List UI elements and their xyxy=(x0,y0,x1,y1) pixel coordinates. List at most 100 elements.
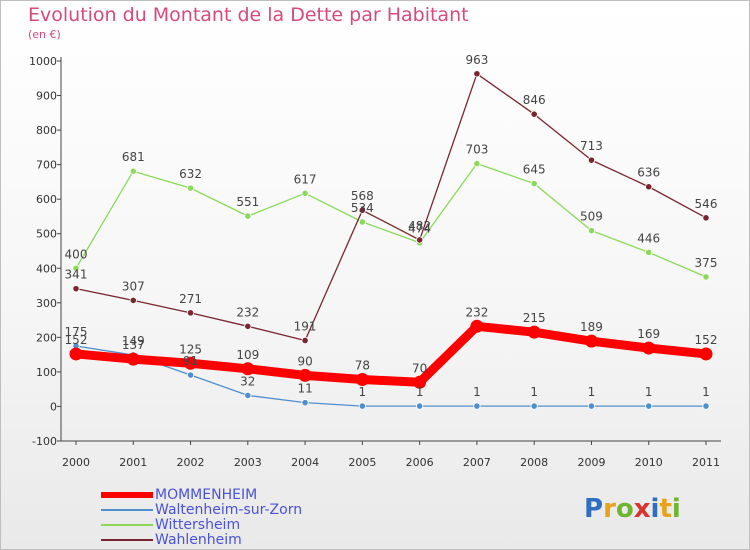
series-3-label-2: 681 xyxy=(122,150,145,164)
x-tick-label-3: 2002 xyxy=(177,456,205,469)
series-4-point-11 xyxy=(645,183,653,191)
series-line-3 xyxy=(75,162,707,278)
proxiti-logo: Proxiti xyxy=(584,494,681,524)
series-3-point-1 xyxy=(72,264,80,272)
y-tick-label-2: 0 xyxy=(50,400,57,413)
series-4-label-2: 307 xyxy=(122,279,145,293)
series-3-label-7: 474 xyxy=(408,222,431,236)
series-4-label-10: 713 xyxy=(580,139,603,153)
y-tick-label-3: 100 xyxy=(36,366,57,379)
y-tick-label-10: 800 xyxy=(36,124,57,137)
series-2-point-10 xyxy=(587,402,596,410)
series-2-label-12: 1 xyxy=(702,385,710,399)
series-2-label-8: 1 xyxy=(473,385,481,399)
y-tick-label-5: 300 xyxy=(36,297,57,310)
x-tick-label-5: 2004 xyxy=(291,456,319,469)
x-tick-label-6: 2005 xyxy=(348,456,376,469)
series-2-label-11: 1 xyxy=(645,385,653,399)
y-tick-label-8: 600 xyxy=(36,193,57,206)
legend-item-4: Wahlenheim xyxy=(101,531,242,548)
series-1-label-10: 189 xyxy=(580,320,603,334)
series-line-1 xyxy=(71,321,711,387)
series-1-label-5: 90 xyxy=(297,354,312,368)
series-4-label-11: 636 xyxy=(637,166,660,180)
series-4-point-6 xyxy=(358,206,366,214)
series-2-label-3: 91 xyxy=(183,354,198,368)
series-2-label-4: 32 xyxy=(240,374,255,388)
series-2-point-4 xyxy=(244,391,252,399)
series-1-point-3 xyxy=(184,356,198,370)
series-3-label-1: 400 xyxy=(65,247,88,261)
legend-label-4: Wahlenheim xyxy=(155,531,242,548)
series-3-point-2 xyxy=(129,167,137,175)
series-4-point-12 xyxy=(702,214,710,222)
y-tick-label-1: -100 xyxy=(32,435,57,448)
series-1-label-12: 152 xyxy=(695,333,718,347)
series-4-point-2 xyxy=(129,296,137,304)
series-1-point-7 xyxy=(413,375,427,389)
x-tick-label-7: 2006 xyxy=(406,456,434,469)
series-4-point-9 xyxy=(530,110,538,118)
series-2-label-2: 149 xyxy=(122,334,145,348)
series-3-label-9: 645 xyxy=(523,163,546,177)
series-4-label-3: 271 xyxy=(179,292,202,306)
y-tick-label-12: 1000 xyxy=(29,55,57,68)
series-2-label-10: 1 xyxy=(588,385,596,399)
series-2-label-6: 1 xyxy=(359,385,367,399)
series-3-point-12 xyxy=(702,273,710,281)
y-tick-label-11: 900 xyxy=(36,90,57,103)
x-tick-label-12: 2011 xyxy=(692,456,720,469)
series-4-label-6: 568 xyxy=(351,189,374,203)
x-tick-label-11: 2010 xyxy=(635,456,663,469)
series-1-label-7: 70 xyxy=(412,361,427,375)
x-tick-label-4: 2003 xyxy=(234,456,262,469)
series-1-point-11 xyxy=(642,341,656,355)
y-tick-label-4: 200 xyxy=(36,331,57,344)
series-2-point-3 xyxy=(186,371,195,379)
series-1-label-11: 169 xyxy=(637,327,660,341)
series-4-label-5: 191 xyxy=(294,319,317,333)
logo-letter-4: x xyxy=(634,494,651,524)
series-3-label-12: 375 xyxy=(695,256,718,270)
y-tick-label-7: 500 xyxy=(36,228,57,241)
series-2-point-11 xyxy=(645,402,653,410)
legend-item-1: MOMMENHEIM xyxy=(101,487,257,503)
series-1-label-2: 137 xyxy=(122,338,145,352)
y-tick-label-6: 400 xyxy=(36,262,57,275)
series-1-point-1 xyxy=(69,347,83,361)
series-1-point-5 xyxy=(298,368,312,382)
series-4-label-8: 963 xyxy=(465,53,488,67)
series-1-point-9 xyxy=(527,325,541,339)
svg-text:Proxiti: Proxiti xyxy=(584,494,681,524)
series-1-point-4 xyxy=(241,362,255,376)
series-1-label-6: 78 xyxy=(355,359,370,373)
series-2-point-7 xyxy=(416,402,424,410)
logo-letter-6: t xyxy=(659,494,671,524)
series-4-label-4: 232 xyxy=(236,305,259,319)
chart-title: Evolution du Montant de la Dette par Hab… xyxy=(28,4,469,26)
series-2-point-5 xyxy=(301,399,309,407)
series-1-point-10 xyxy=(584,334,598,348)
series-2-point-6 xyxy=(358,402,366,410)
series-1-point-6 xyxy=(355,373,369,387)
series-3-point-4 xyxy=(244,212,252,220)
series-4-point-5 xyxy=(301,336,309,345)
legend-swatch-4 xyxy=(101,538,153,541)
series-3-label-4: 551 xyxy=(236,195,259,209)
series-4-point-1 xyxy=(72,285,80,293)
legend-swatch-3 xyxy=(101,523,153,526)
legend-label-3: Wittersheim xyxy=(155,516,241,533)
series-2-label-9: 1 xyxy=(530,385,538,399)
series-4-point-3 xyxy=(186,309,195,317)
series-3-point-5 xyxy=(301,189,309,197)
series-3-point-6 xyxy=(358,218,366,226)
logo-letter-3: o xyxy=(616,494,634,524)
x-tick-label-1: 2000 xyxy=(62,456,90,469)
series-3-label-8: 703 xyxy=(465,143,488,157)
x-tick-label-8: 2007 xyxy=(463,456,491,469)
series-1-point-2 xyxy=(126,352,140,366)
x-tick-label-10: 2009 xyxy=(577,456,605,469)
series-3-label-11: 446 xyxy=(637,231,660,245)
series-1-label-1: 152 xyxy=(65,333,88,347)
